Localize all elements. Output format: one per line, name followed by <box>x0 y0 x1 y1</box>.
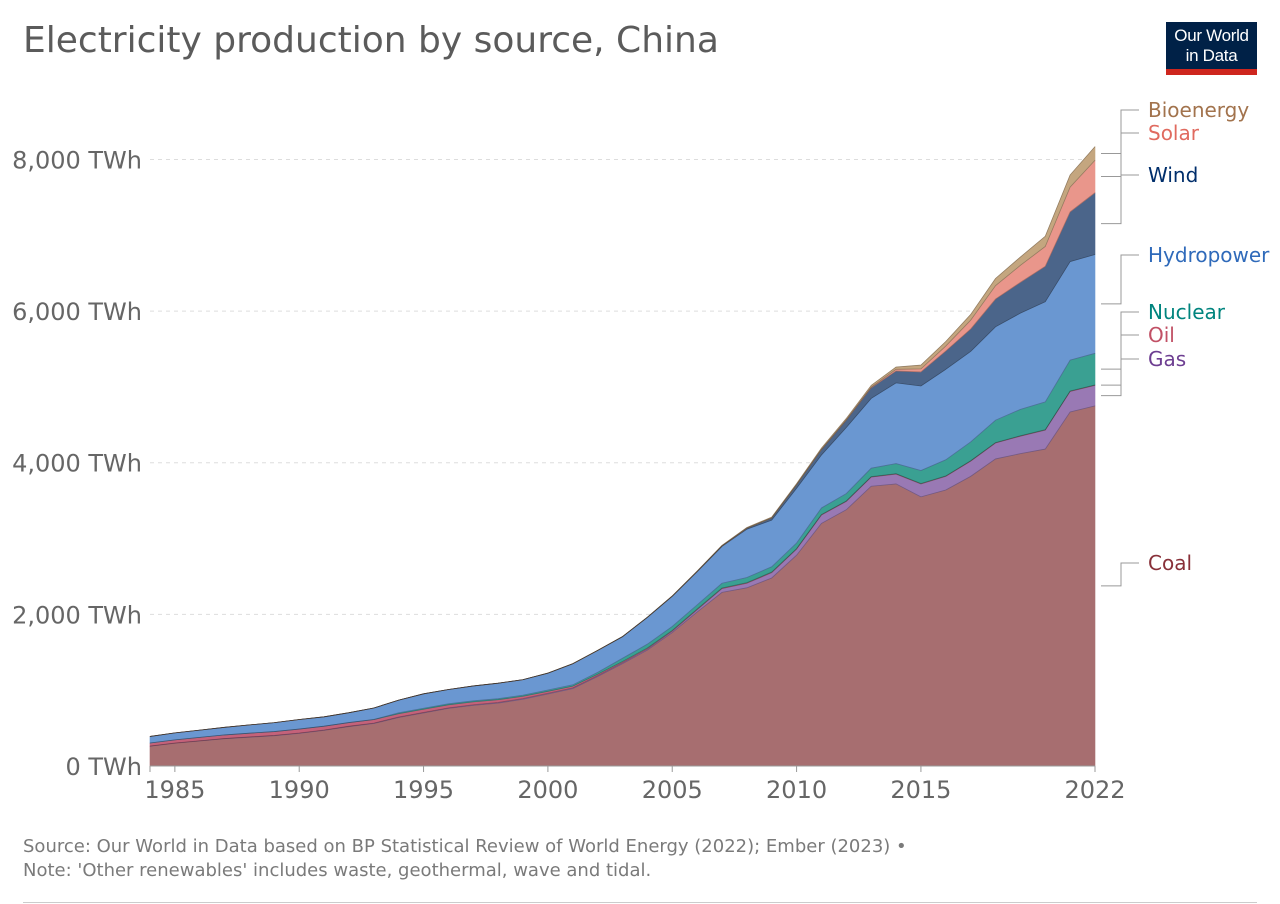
x-tick-label-2000: 2000 <box>517 776 578 804</box>
boundary-wind <box>149 192 1096 737</box>
series-label-coal: Coal <box>1148 551 1192 575</box>
connector-solar <box>1101 132 1139 178</box>
x-tick-label-2022: 2022 <box>1064 776 1125 804</box>
x-tick-label-1995: 1995 <box>393 776 454 804</box>
footer-note: Note: 'Other renewables' includes waste,… <box>23 860 652 881</box>
y-tick-label-8000: 8,000 TWh <box>12 146 142 174</box>
connector-bioenergy <box>1101 109 1139 154</box>
boundary-bioenergy <box>149 146 1096 737</box>
boundary-nuclear <box>149 352 1096 744</box>
x-tick-label-1985: 1985 <box>144 776 205 804</box>
area-bioenergy <box>149 146 1096 737</box>
connector-oil <box>1101 334 1139 386</box>
page-title: Electricity production by source, China <box>23 20 719 61</box>
connector-hydropower <box>1101 254 1139 305</box>
connector-gas <box>1101 358 1139 397</box>
boundary-gas <box>149 384 1096 747</box>
logo-red-bar <box>1166 69 1257 75</box>
series-label-oil: Oil <box>1148 323 1175 347</box>
boundary-hydropower <box>149 254 1096 737</box>
footer-divider <box>23 902 1257 903</box>
connector-nuclear <box>1101 311 1139 370</box>
series-label-solar: Solar <box>1148 121 1200 145</box>
boundary-coal <box>149 405 1096 747</box>
connector-wind <box>1101 174 1139 225</box>
owid-logo[interactable]: Our World in Data <box>1166 22 1257 75</box>
x-tick-label-2015: 2015 <box>890 776 951 804</box>
x-tick-label-1990: 1990 <box>269 776 330 804</box>
logo-line-2: in Data <box>1185 46 1238 65</box>
logo-line-1: Our World <box>1174 26 1249 45</box>
y-tick-label-4000: 4,000 TWh <box>12 450 142 478</box>
footer-source: Source: Our World in Data based on BP St… <box>23 836 907 857</box>
y-tick-label-2000: 2,000 TWh <box>12 601 142 629</box>
y-tick-label-6000: 6,000 TWh <box>12 298 142 326</box>
y-tick-label-0: 0 TWh <box>66 753 143 781</box>
series-label-nuclear: Nuclear <box>1148 300 1226 324</box>
series-label-hydropower: Hydropower <box>1148 243 1270 267</box>
x-tick-label-2010: 2010 <box>766 776 827 804</box>
series-label-bioenergy: Bioenergy <box>1148 98 1249 122</box>
logo-text: Our World in Data <box>1166 26 1257 66</box>
x-tick-label-2005: 2005 <box>642 776 703 804</box>
boundary-oil <box>149 384 1096 744</box>
series-label-gas: Gas <box>1148 347 1186 371</box>
series-label-wind: Wind <box>1148 163 1198 187</box>
connector-coal <box>1101 562 1139 587</box>
boundary-solar <box>149 160 1096 737</box>
